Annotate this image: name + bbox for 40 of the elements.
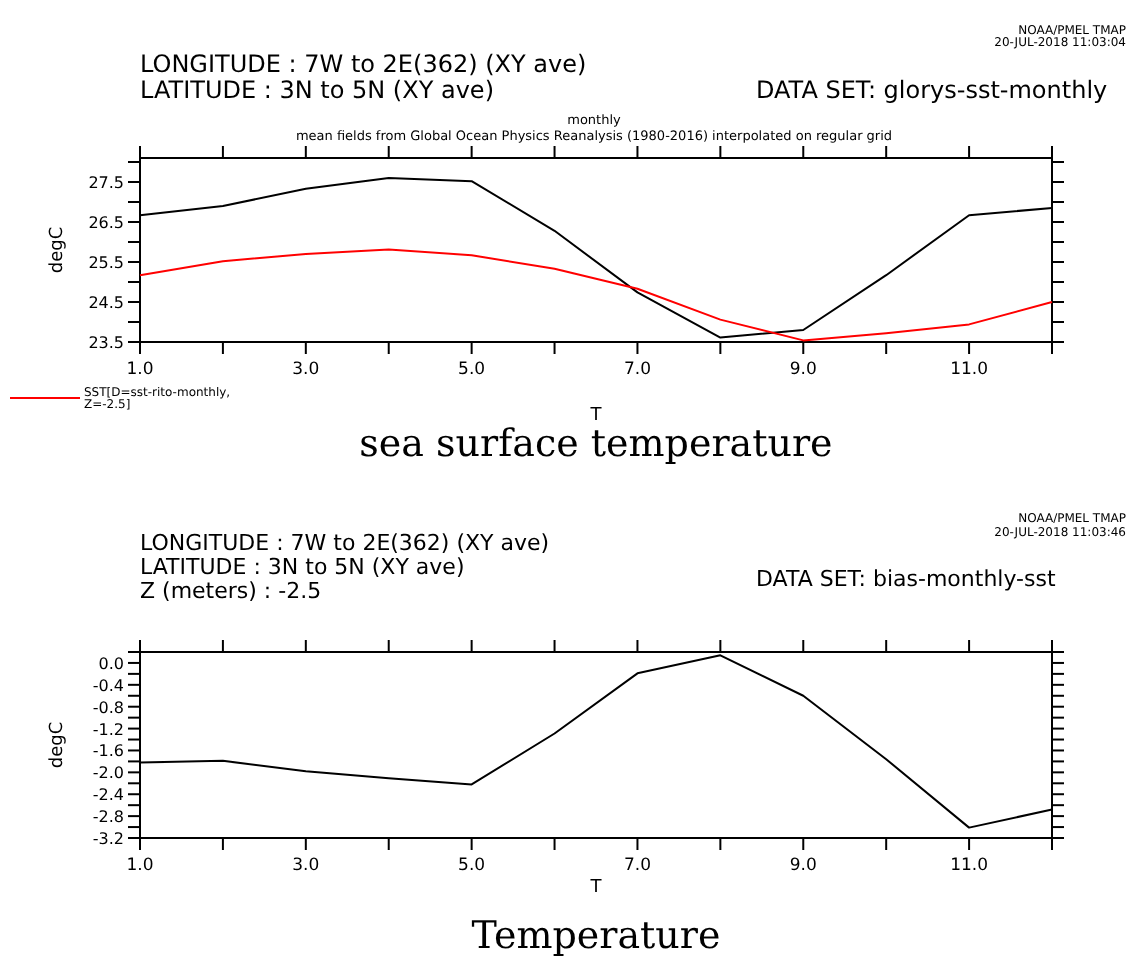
x-tick-label: 5.0 bbox=[458, 360, 486, 380]
x-tick-label: 9.0 bbox=[789, 856, 817, 876]
x-tick-label: 7.0 bbox=[623, 360, 651, 380]
text: DATA SET: bias-monthly-sst bbox=[756, 566, 1057, 592]
x-tick-label: 5.0 bbox=[458, 856, 486, 876]
x-axis-title: T bbox=[588, 406, 603, 426]
x-axis-title: T bbox=[588, 878, 603, 898]
y-tick-label: 23.5 bbox=[88, 334, 124, 352]
x-tick-label: 3.0 bbox=[292, 360, 320, 380]
y-tick-label: 25.5 bbox=[88, 254, 124, 272]
line-series bbox=[139, 248, 1053, 342]
y-axis-title: degC bbox=[48, 721, 68, 769]
y-tick-label: 27.5 bbox=[88, 174, 124, 192]
y-tick-label: -3.2 bbox=[92, 830, 124, 848]
y-axis-title: degC bbox=[48, 226, 68, 274]
y-tick-label: 24.5 bbox=[88, 294, 124, 312]
x-tick-label: 7.0 bbox=[623, 856, 651, 876]
text: sea surface temperature bbox=[359, 422, 833, 466]
y-tick-label: -0.8 bbox=[92, 698, 124, 717]
x-tick-label: 9.0 bbox=[789, 360, 817, 380]
text: DATA SET: glorys-sst-monthly bbox=[756, 76, 1108, 104]
x-tick-label: 1.0 bbox=[126, 360, 154, 380]
y-tick-label: 0.0 bbox=[98, 654, 124, 673]
y-tick-label: 26.5 bbox=[88, 214, 124, 232]
x-tick-label: 1.0 bbox=[126, 856, 154, 876]
y-tick-label: -2.8 bbox=[92, 808, 124, 827]
text: LATITUDE : 3N to 5N (XY ave) bbox=[140, 76, 494, 104]
y-tick-label: -2.4 bbox=[92, 786, 124, 805]
x-tick-label: 11.0 bbox=[950, 856, 989, 876]
text: Z (meters) : -2.5 bbox=[140, 578, 322, 604]
text: Temperature bbox=[471, 914, 721, 958]
y-tick-label: -2.0 bbox=[92, 764, 124, 783]
y-tick-label: -1.6 bbox=[92, 742, 124, 761]
y-tick-label: -1.2 bbox=[92, 720, 124, 739]
y-tick-label: -0.4 bbox=[92, 676, 124, 695]
x-tick-label: 3.0 bbox=[292, 856, 320, 876]
text: LONGITUDE : 7W to 2E(362) (XY ave) bbox=[140, 50, 587, 78]
text: LONGITUDE : 7W to 2E(362) (XY ave) bbox=[140, 530, 550, 556]
text: LATITUDE : 3N to 5N (XY ave) bbox=[140, 554, 465, 580]
x-tick-label: 11.0 bbox=[950, 360, 989, 380]
